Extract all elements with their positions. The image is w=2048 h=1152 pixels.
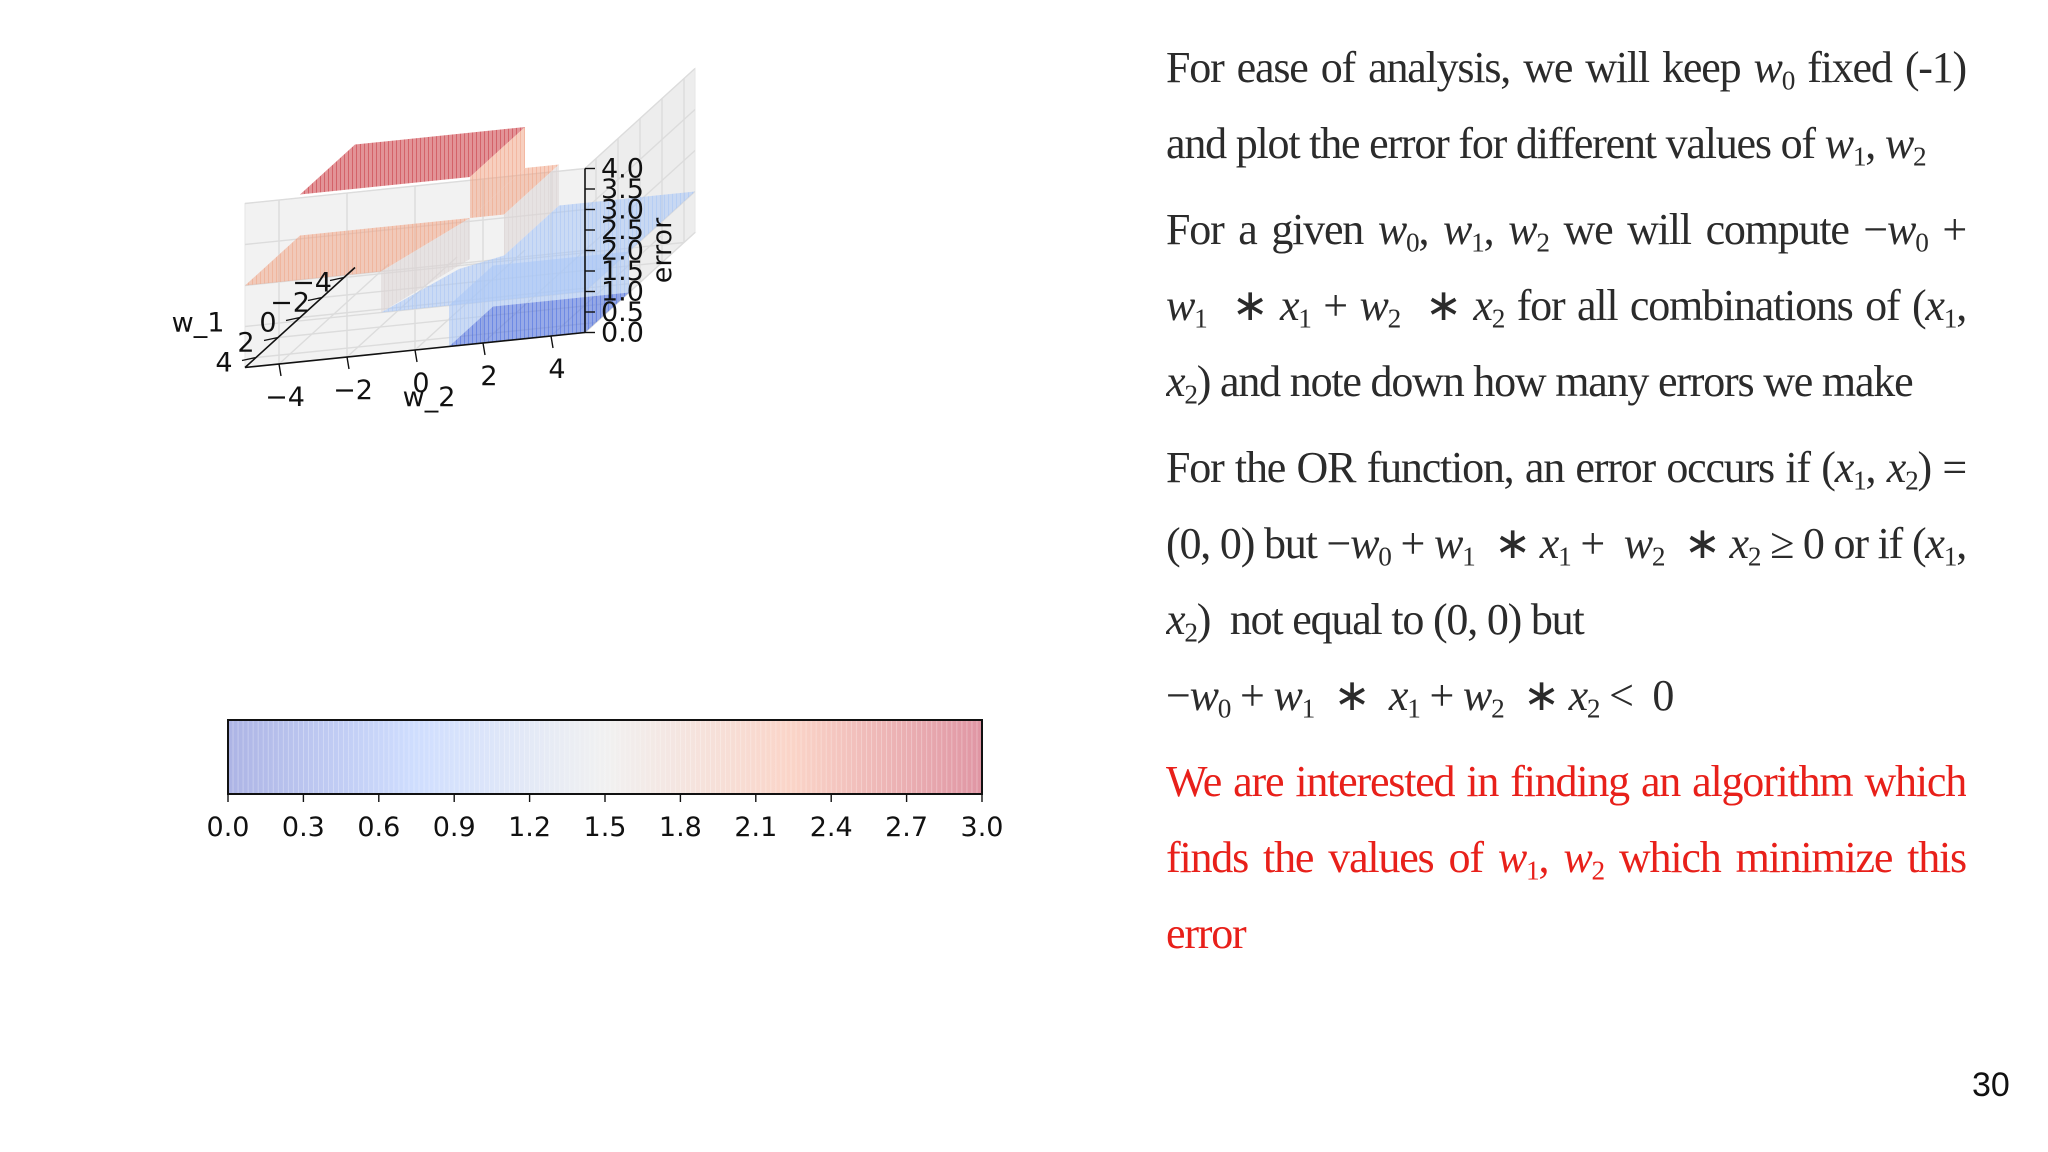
w2-tick	[550, 335, 554, 349]
surface-region-error-0	[449, 292, 629, 347]
colorbar-tick-label: 2.1	[734, 812, 777, 843]
surface-region-error-2b	[470, 164, 559, 218]
colorbar-tick-label: 0.3	[282, 812, 325, 843]
paragraph-compute: For a given w0, w1, w2 we will compute −…	[1166, 205, 1966, 410]
z-tick-label: 1.5	[601, 256, 644, 287]
w1-tick	[307, 296, 323, 302]
colorbar-tick-label: 2.7	[885, 812, 928, 843]
w1-tick	[285, 316, 301, 322]
paragraph-goal: We are interested in finding an algorith…	[1166, 757, 1966, 958]
colorbar-tick-label: 0.9	[433, 812, 476, 843]
colorbar-tick-label: 1.5	[584, 812, 627, 843]
colorbar-tick-label: 1.8	[659, 812, 702, 843]
surface-wall	[449, 265, 493, 347]
page-number: 30	[1972, 1066, 2010, 1104]
surface-plot: −4 −2 0 2 4−4−20240.00.51.01.52.02.53.03.54.…	[172, 67, 697, 413]
w2-tick	[346, 356, 350, 370]
z-tick-label: 0.0	[601, 318, 644, 349]
w1-axis-title: w_1	[172, 308, 225, 339]
z-tick-label: 2.0	[601, 236, 644, 267]
w1-tick-label: 4	[215, 348, 232, 379]
w1-tick-label: 2	[237, 328, 254, 359]
w2-tick-label: −2	[333, 375, 373, 406]
side-grid-line	[584, 67, 696, 170]
w2-tick	[278, 363, 282, 377]
z-tick-label: 3.5	[601, 174, 644, 205]
surface-region-error-2a	[245, 218, 470, 286]
paragraph-or-error: For the OR function, an error occurs if …	[1166, 443, 1966, 724]
colorbar-tick-label: 3.0	[961, 812, 1004, 843]
colorbar: 0.0 0.3 0.6 0.9 1.2 1.5 1.8 2.1 2.4 2.7 3.0	[207, 719, 1004, 843]
w1-tick-label: −2	[270, 288, 310, 319]
z-tick-label: 0.5	[601, 297, 644, 328]
w2-tick-label: −4	[265, 382, 305, 413]
w1-tick	[241, 356, 257, 362]
w2-axis-title: w_2	[403, 382, 456, 413]
paragraph-setup: For ease of analysis, we will keep w0 fi…	[1166, 43, 1966, 172]
surface-wall	[470, 127, 525, 218]
w1-tick	[263, 336, 279, 342]
surface-wall	[381, 218, 470, 313]
z-tick-label: 1.0	[601, 277, 644, 308]
surface-region-error-3	[300, 127, 525, 195]
surface-wall	[504, 164, 559, 256]
colorbar-tick-label: 0.6	[357, 812, 400, 843]
w1-tick-label: 0	[259, 308, 276, 339]
w1-tick	[329, 276, 345, 282]
colorbar-tick-label: 1.2	[508, 812, 551, 843]
explanation-text: For ease of analysis, we will keep w0 fi…	[1166, 30, 1966, 1152]
w2-tick-label: 4	[548, 354, 565, 385]
surface-wall	[493, 251, 629, 307]
z-tick-label: 2.5	[601, 215, 644, 246]
colorbar-fill	[228, 720, 982, 794]
side-grid-line	[584, 108, 696, 211]
w2-tick-label: 0	[412, 368, 429, 399]
colorbar-tick-label: 2.4	[810, 812, 853, 843]
error-surface-figure: −4 −2 0 2 4 −4 −2 0 2 4 0.0 0.5 1.0 1.5 2.0 2.5 3.0 3.5 4.…	[172, 67, 1004, 843]
w1-tick-label: −4	[292, 268, 332, 299]
z-axis-title: error	[647, 217, 678, 283]
w2-tick	[414, 349, 418, 363]
w2-tick	[482, 342, 486, 356]
surface-region-error-1	[381, 191, 695, 313]
w2-tick-label: 2	[480, 361, 497, 392]
z-tick-label: 3.0	[601, 195, 644, 226]
z-tick-label: 4.0	[601, 154, 644, 185]
colorbar-tick-label: 0.0	[207, 812, 250, 843]
